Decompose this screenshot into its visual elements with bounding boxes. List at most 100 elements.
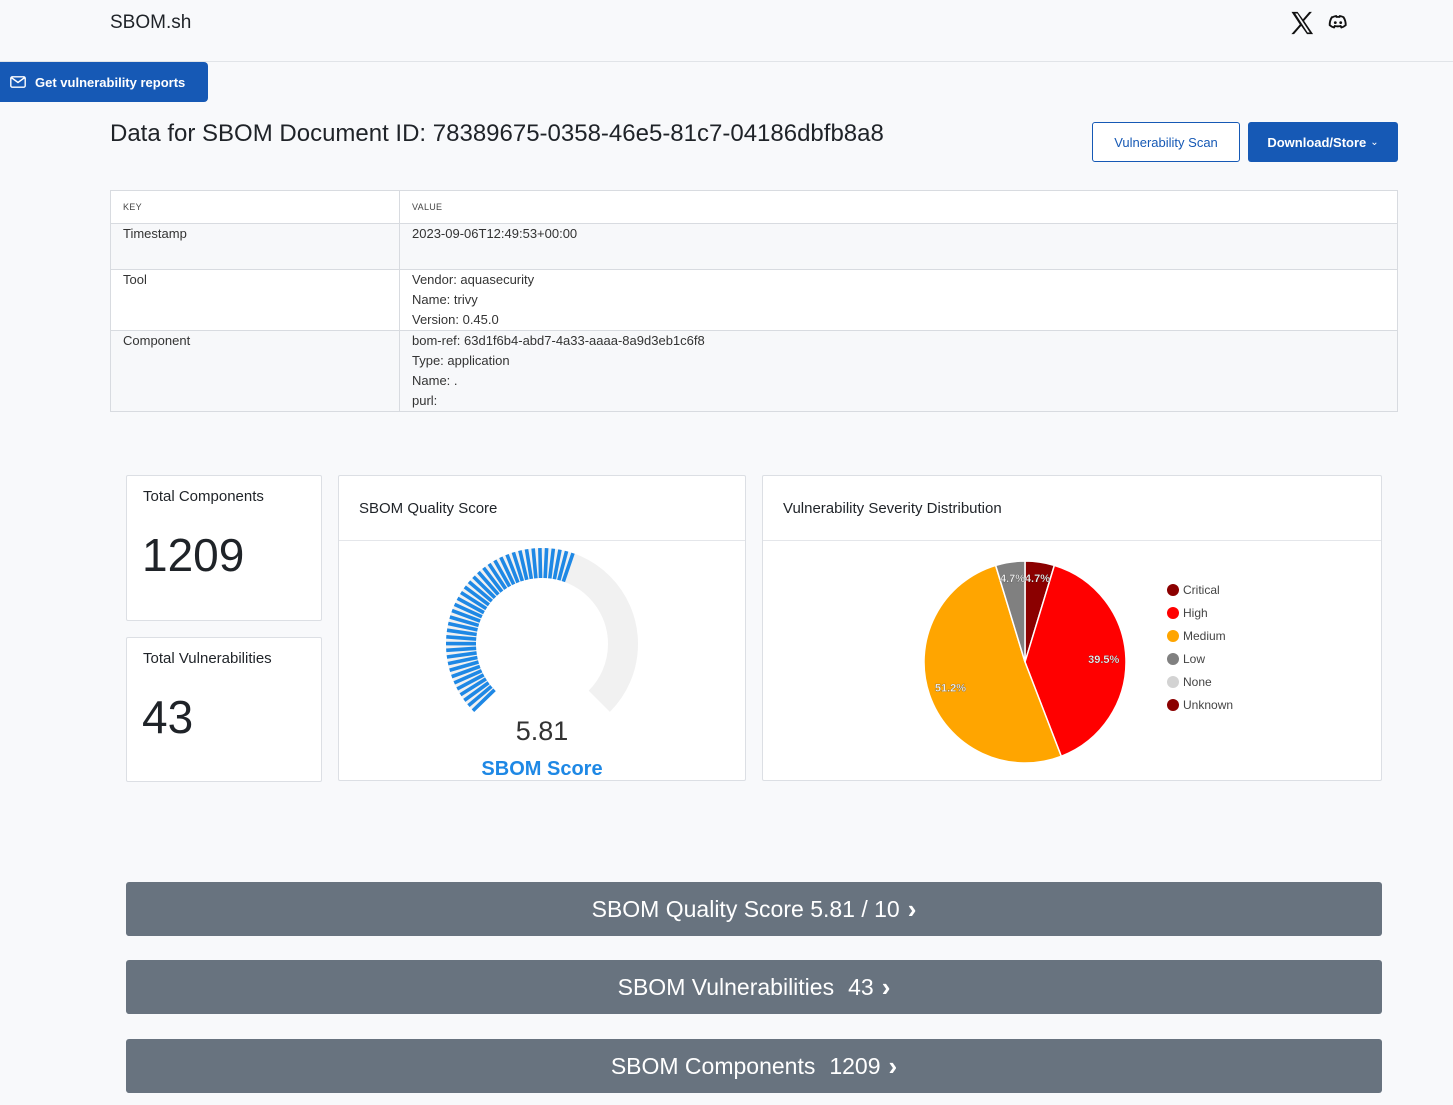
gauge-fill-tick (463, 681, 490, 702)
legend-swatch (1167, 698, 1179, 711)
gauge-fill-tick (447, 621, 478, 632)
pie-slice-label: 4.7% (1025, 573, 1050, 585)
gauge-fill-tick (493, 559, 512, 588)
gauge-fill-tick (552, 549, 562, 580)
pie-slice-low (994, 560, 1026, 663)
download-store-button[interactable]: Download/Store ⌄ (1248, 122, 1398, 162)
legend-item[interactable]: High (1167, 601, 1233, 624)
legend-item[interactable]: Unknown (1167, 693, 1233, 716)
severity-distribution-title: Vulnerability Severity Distribution (783, 500, 1002, 517)
pie-slice-label: 4.7% (1000, 573, 1025, 585)
quality-score-title: SBOM Quality Score (359, 500, 498, 517)
pie-slice-medium (923, 564, 1063, 764)
gauge-fill-tick (531, 548, 538, 579)
gauge-fill-tick (505, 553, 520, 584)
legend-label: None (1183, 674, 1212, 689)
row-value: Vendor: aquasecurity Name: trivy Version… (399, 269, 1398, 331)
gauge-fill-tick (446, 628, 477, 637)
gauge-fill-tick (453, 602, 483, 619)
vulnerability-scan-button[interactable]: Vulnerability Scan (1092, 122, 1240, 162)
legend-item[interactable]: Low (1167, 647, 1233, 670)
row-key: Timestamp (110, 223, 400, 270)
row-key: Tool (110, 269, 400, 331)
gauge-fill-tick (518, 550, 529, 581)
row-value: bom-ref: 63d1f6b4-abd7-4a33-aaaa-8a9d3eb… (399, 330, 1398, 412)
legend-item[interactable]: Medium (1167, 624, 1233, 647)
total-components-card: Total Components 1209 (126, 475, 322, 621)
gauge-fill-tick (460, 591, 488, 611)
gauge-score-value: 5.81 (515, 716, 569, 746)
legend-label: Unknown (1183, 697, 1234, 712)
gauge-fill-tick (487, 562, 508, 590)
chevron-right-icon: › (881, 971, 891, 1002)
legend-swatch (1167, 675, 1179, 688)
gauge-fill-tick (557, 550, 569, 581)
gauge-fill-tick (524, 548, 534, 580)
total-vulnerabilities-value: 43 (142, 691, 194, 743)
value-line: Name: trivy (412, 292, 478, 307)
severity-distribution-card: Vulnerability Severity Distribution 4.7%… (762, 475, 1382, 781)
sbom-metadata-table: KEY VALUE Timestamp 2023-09-06T12:49:53+… (110, 190, 1398, 412)
value-line: purl: (412, 393, 438, 408)
section-label: SBOM Components (610, 1052, 816, 1079)
gauge-fill-tick (471, 688, 496, 712)
legend-label: Medium (1183, 628, 1226, 643)
total-components-value: 1209 (142, 529, 245, 581)
pie-slice-label: 51.2% (935, 683, 966, 695)
legend-item[interactable]: None (1167, 670, 1233, 693)
components-section-button[interactable]: SBOM Components 1209 › (126, 1039, 1382, 1093)
pie-legend: Critical High Medium Low None Unknown (1167, 578, 1233, 716)
gauge-fill-tick (511, 551, 525, 582)
table-row: Tool Vendor: aquasecurity Name: trivy Ve… (110, 269, 1398, 331)
section-value: 43 (848, 973, 874, 1000)
severity-pie-chart: 4.7% 39.5% 51.2% 4.7% (923, 560, 1127, 764)
card-header: SBOM Quality Score (339, 476, 745, 541)
get-vulnerability-reports-label: Get vulnerability reports (35, 74, 186, 90)
section-value: 1209 (829, 1052, 881, 1079)
total-vulnerabilities-label: Total Vulnerabilities (143, 650, 272, 667)
vulnerabilities-section-button[interactable]: SBOM Vulnerabilities 43 › (126, 960, 1382, 1014)
table-row: Component bom-ref: 63d1f6b4-abd7-4a33-aa… (110, 330, 1398, 412)
get-vulnerability-reports-button[interactable]: Get vulnerability reports (0, 62, 208, 102)
legend-swatch (1167, 606, 1179, 619)
gauge-score-label: SBOM Score (481, 758, 603, 780)
pie-slice-high (1024, 564, 1127, 758)
chevron-right-icon: › (907, 893, 917, 924)
gauge-fill-tick (446, 646, 477, 653)
card-header: Vulnerability Severity Distribution (763, 476, 1381, 541)
download-store-label: Download/Store (1267, 134, 1367, 150)
gauge-fill-tick (548, 548, 556, 579)
gauge-fill-tick (467, 685, 493, 708)
gauge-fill-tick (447, 655, 478, 666)
gauge-fill-tick (451, 664, 481, 679)
value-line: Vendor: aquasecurity (412, 272, 535, 287)
gauge-fill-tick (477, 570, 500, 596)
legend-label: Low (1183, 651, 1206, 666)
value-column-header: VALUE (399, 190, 1398, 224)
legend-swatch (1167, 652, 1179, 665)
gauge-fill-tick (451, 608, 481, 623)
x-twitter-icon[interactable] (1288, 9, 1316, 37)
section-label: SBOM Vulnerabilities (617, 973, 835, 1000)
gauge-fill-tick (446, 651, 477, 659)
gauge-fill-tick (472, 575, 497, 600)
gauge-fill-tick (456, 596, 485, 615)
row-key: Component (110, 330, 400, 412)
key-column-header: KEY (110, 190, 400, 224)
page-title: Data for SBOM Document ID: 78389675-0358… (110, 120, 884, 147)
legend-label: Critical (1183, 582, 1220, 597)
table-row: Timestamp 2023-09-06T12:49:53+00:00 (110, 223, 1398, 270)
discord-icon[interactable] (1326, 11, 1350, 35)
gauge-fill-tick (456, 673, 485, 691)
gauge-fill-tick (467, 580, 493, 603)
quality-score-section-button[interactable]: SBOM Quality Score 5.81 / 10 › (126, 882, 1382, 936)
legend-item[interactable]: Critical (1167, 578, 1233, 601)
section-value: 5.81 / 10 (810, 895, 900, 922)
quality-gauge (445, 547, 638, 712)
chevron-right-icon: › (888, 1050, 898, 1081)
brand-link[interactable]: SBOM.sh (110, 12, 192, 33)
legend-label: High (1183, 605, 1208, 620)
gauge-fill-tick (561, 552, 575, 583)
value-line: Name: . (412, 373, 458, 388)
legend-swatch (1167, 629, 1179, 642)
